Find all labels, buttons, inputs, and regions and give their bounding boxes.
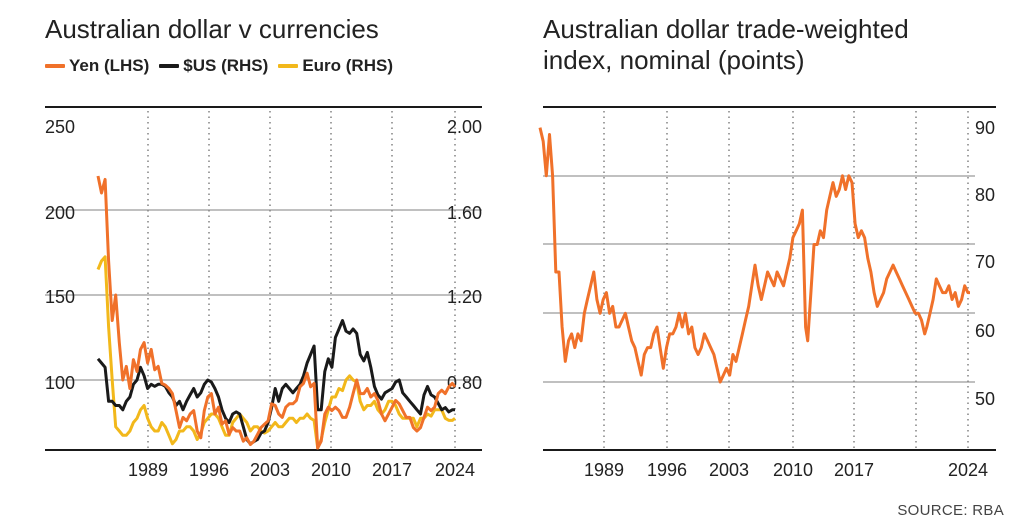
chart2-y-tick: 80 bbox=[975, 185, 995, 205]
legend-label-yen: Yen (LHS) bbox=[69, 56, 150, 75]
legend-item-usd: $US (RHS) bbox=[159, 56, 268, 76]
chart2-x-tick: 2017 bbox=[834, 460, 874, 480]
chart2-x-tick: 2010 bbox=[773, 460, 813, 480]
legend-swatch-usd bbox=[159, 64, 180, 68]
chart2-y-tick: 70 bbox=[975, 252, 995, 272]
left-chart-title: Australian dollar v currencies bbox=[45, 14, 379, 44]
chart1-x-tick: 2003 bbox=[250, 460, 290, 480]
chart2-series-twi bbox=[538, 127, 970, 384]
chart2-y-tick: 50 bbox=[975, 389, 995, 409]
chart2-y-tick: 60 bbox=[975, 321, 995, 341]
chart2-x-tick: 2024 bbox=[948, 460, 988, 480]
legend-swatch-yen bbox=[45, 64, 65, 68]
right-chart-title: Australian dollar trade-weighted index, … bbox=[543, 14, 909, 75]
chart1-left-tick: 100 bbox=[45, 373, 75, 393]
legend-label-usd: $US (RHS) bbox=[183, 56, 269, 75]
legend-item-euro: Euro (RHS) bbox=[278, 56, 393, 76]
chart2-x-tick: 2003 bbox=[709, 460, 749, 480]
chart2-x-tick: 1989 bbox=[584, 460, 624, 480]
chart1-left-tick: 250 bbox=[45, 117, 75, 137]
chart2-y-tick: 90 bbox=[975, 118, 995, 138]
chart2-x-tick: 1996 bbox=[647, 460, 687, 480]
legend-item-yen: Yen (LHS) bbox=[45, 56, 149, 76]
chart1-series-usd bbox=[96, 319, 455, 446]
chart1-x-tick: 1989 bbox=[128, 460, 168, 480]
chart1-series-euro bbox=[96, 255, 456, 450]
left-chart-legend: Yen (LHS) $US (RHS) Euro (RHS) bbox=[45, 56, 393, 76]
chart1-right-tick: 0.80 bbox=[447, 373, 482, 393]
chart1-left-tick: 150 bbox=[45, 287, 75, 307]
chart1-right-tick: 1.20 bbox=[447, 287, 482, 307]
chart1-right-tick: 2.00 bbox=[447, 117, 482, 137]
legend-label-euro: Euro (RHS) bbox=[302, 56, 393, 75]
chart1-left-tick: 200 bbox=[45, 203, 75, 223]
chart1-x-tick: 2017 bbox=[372, 460, 412, 480]
chart1-x-tick: 2010 bbox=[311, 460, 351, 480]
chart1-series-yen bbox=[96, 175, 457, 450]
chart1-right-tick: 1.60 bbox=[447, 203, 482, 223]
chart1-x-tick: 1996 bbox=[189, 460, 229, 480]
legend-swatch-euro bbox=[278, 64, 299, 68]
source-note: SOURCE: RBA bbox=[897, 502, 1004, 519]
chart1-x-tick: 2024 bbox=[435, 460, 475, 480]
